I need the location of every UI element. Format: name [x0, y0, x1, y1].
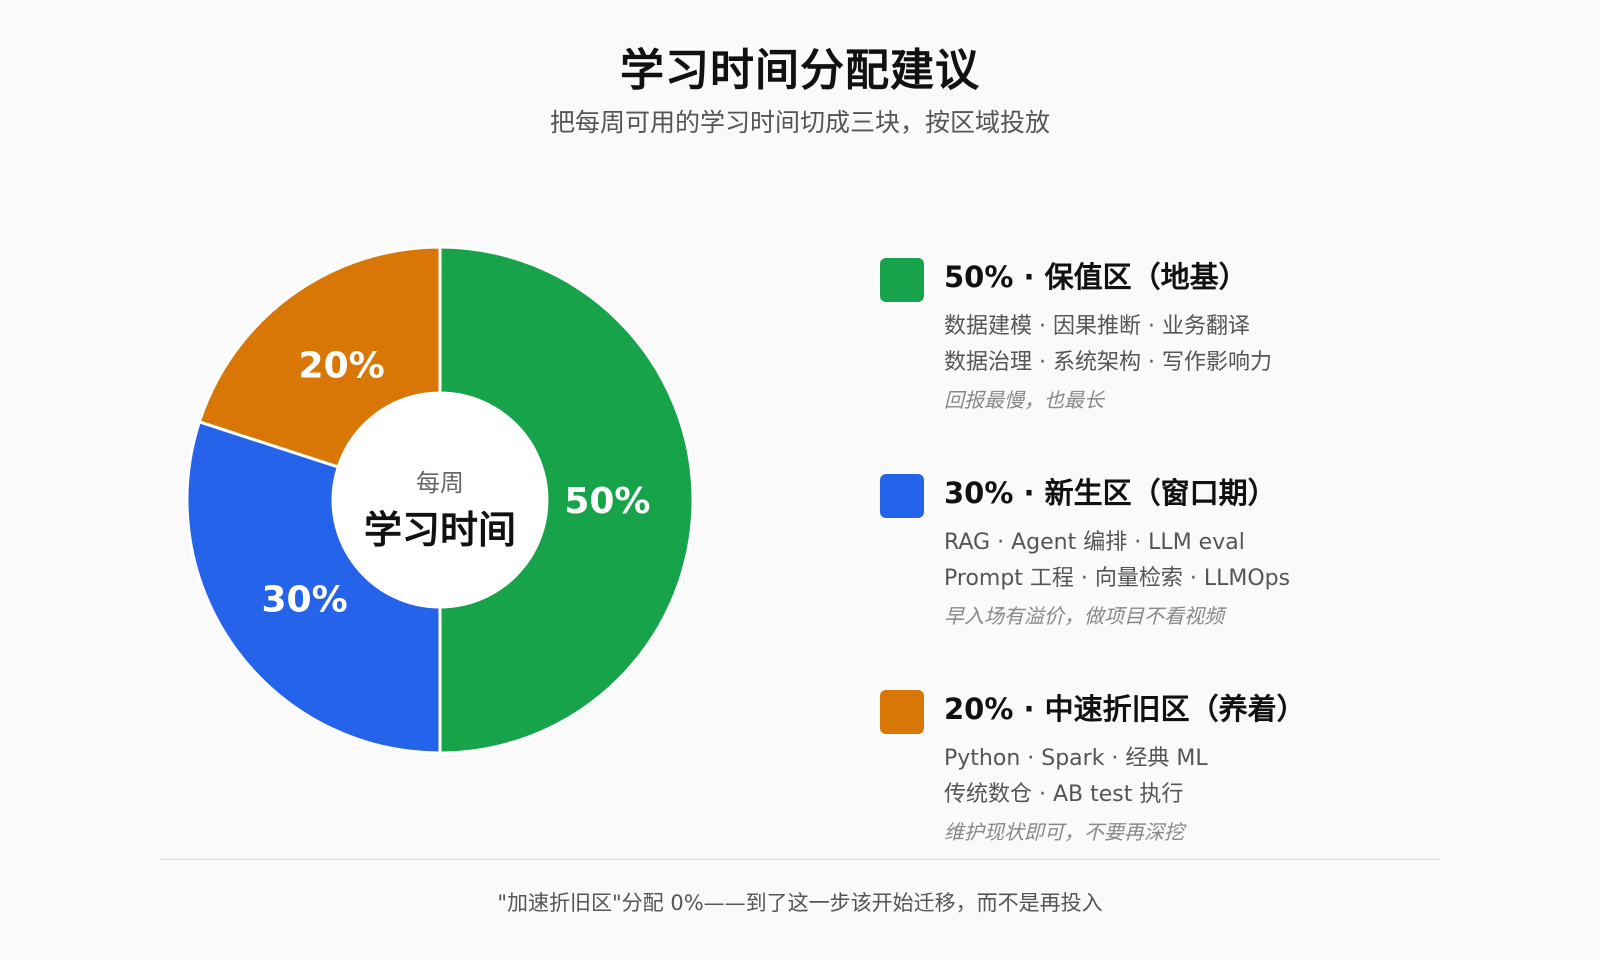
donut-slice [197, 245, 442, 469]
footer-divider [160, 859, 1440, 860]
donut-center-title: 学习时间 [363, 508, 516, 552]
legend-note: 维护现状即可，不要再深挖 [944, 820, 1184, 844]
donut-slice [438, 245, 695, 755]
chart-title: 学习时间分配建议 [620, 45, 980, 96]
legend-swatch [880, 258, 924, 302]
legend-topics: 传统数仓 · AB test 执行 [944, 782, 1184, 807]
legend-heading: 30% · 新生区（窗口期） [944, 476, 1277, 510]
legend-swatch [880, 474, 924, 518]
legend-topics: 数据建模 · 因果推断 · 业务翻译 [944, 314, 1250, 339]
legend-topics: Prompt 工程 · 向量检索 · LLMOps [944, 566, 1291, 591]
donut-chart: 50% 30% 20% [185, 245, 695, 755]
donut-center-caption: 每周 [416, 469, 464, 497]
donut-slice-label: 50% [564, 481, 650, 522]
legend-topics: 数据治理 · 系统架构 · 写作影响力 [944, 350, 1272, 375]
legend-heading: 20% · 中速折旧区（养着） [944, 692, 1306, 726]
legend-topics: RAG · Agent 编排 · LLM eval [944, 530, 1245, 555]
donut-slice-label: 30% [261, 579, 347, 620]
legend-swatch [880, 690, 924, 734]
legend-heading: 50% · 保值区（地基） [944, 260, 1248, 294]
donut-slice-label: 20% [299, 346, 385, 387]
legend-note: 回报最慢，也最长 [944, 388, 1104, 412]
footer-note: "加速折旧区"分配 0%——到了这一步该开始迁移，而不是再投入 [497, 891, 1103, 915]
legend-topics: Python · Spark · 经典 ML [944, 746, 1208, 771]
donut-hole [334, 394, 546, 606]
chart-subtitle: 把每周可用的学习时间切成三块，按区域投放 [549, 108, 1050, 137]
legend-note: 早入场有溢价，做项目不看视频 [944, 604, 1224, 628]
donut-slice [185, 419, 442, 755]
